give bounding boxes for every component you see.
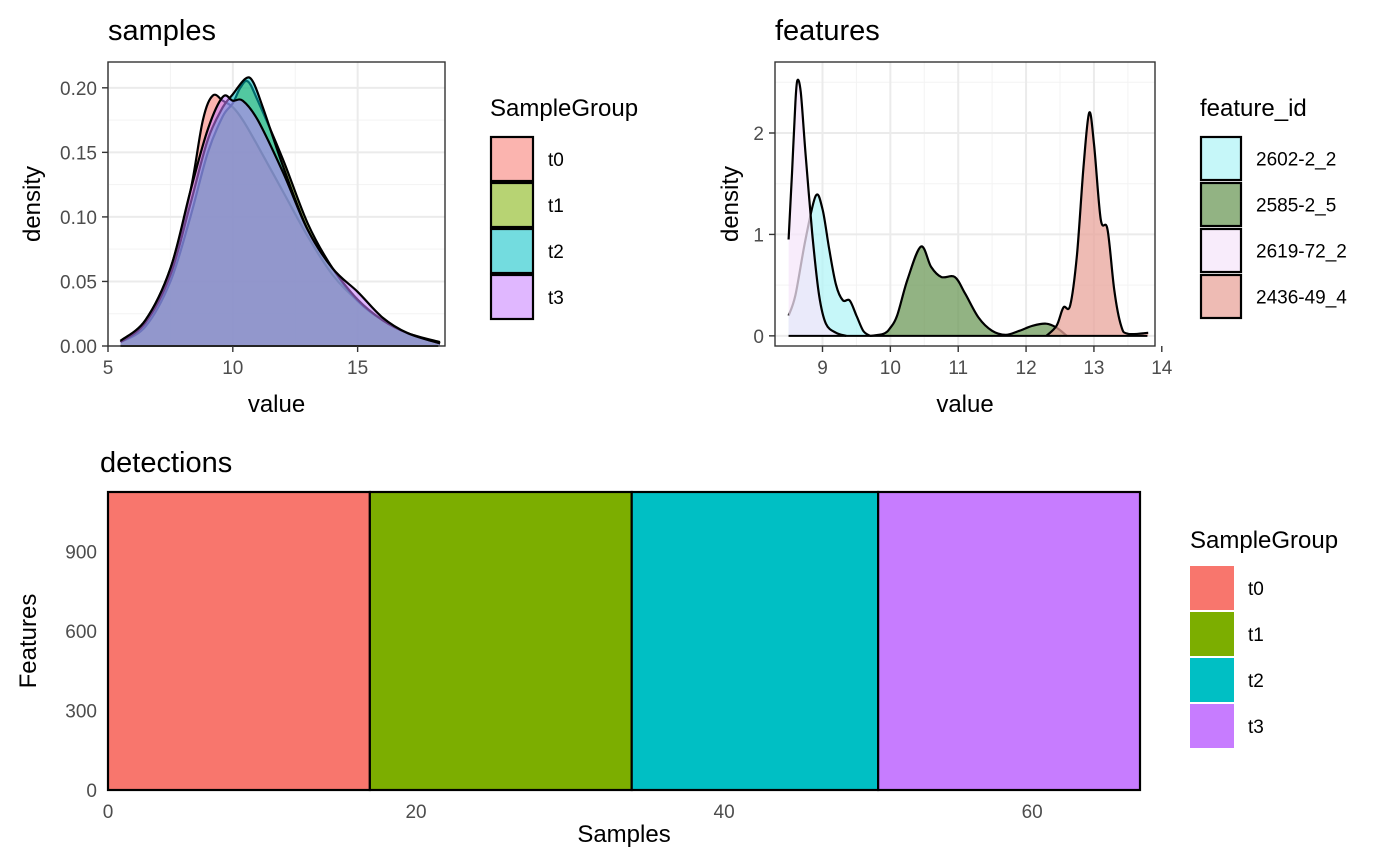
samples-panel: 5 10 15 0.00 0.05 0.10 0.15 0.20 samples value den… xyxy=(19,15,638,418)
legend-label-2619-72_2: 2619-72_2 xyxy=(1256,242,1347,263)
legend-label-t2: t2 xyxy=(1248,671,1264,692)
x-tick-label: 14 xyxy=(1151,358,1173,379)
y-tick-label: 300 xyxy=(65,702,97,723)
chart-title: samples xyxy=(108,15,216,47)
y-tick-label: 2 xyxy=(753,124,764,145)
legend-key-2619-72_2 xyxy=(1199,227,1243,274)
x-axis-title: value xyxy=(936,391,993,418)
data-marks xyxy=(787,78,1149,337)
legend-title: SampleGroup xyxy=(490,95,638,122)
x-tick-label: 13 xyxy=(1083,358,1104,379)
bar-t1 xyxy=(368,490,633,792)
legend-title: feature_id xyxy=(1200,95,1307,122)
x-tick-label: 11 xyxy=(948,358,968,379)
legend-key-t2 xyxy=(1190,658,1234,702)
y-tick-label: 0.20 xyxy=(60,79,97,100)
y-tick-label: 1 xyxy=(753,225,764,246)
x-tick-label: 15 xyxy=(347,358,368,379)
axes: 5 10 15 0.00 0.05 0.10 0.15 0.20 xyxy=(60,79,368,379)
legend-key-t0 xyxy=(489,135,535,183)
legend-key-t3 xyxy=(1190,704,1234,748)
bar-t2 xyxy=(630,490,880,792)
legend-label-t3: t3 xyxy=(1248,717,1264,738)
legend: SampleGroup t0 t1 t2 t3 xyxy=(489,95,638,321)
legend-label-t2: t2 xyxy=(548,242,564,263)
chart-title: detections xyxy=(100,447,232,479)
density-area-2619-72_2 xyxy=(788,79,847,336)
legend-key-t2 xyxy=(489,227,535,275)
density-line-2619-72_2 xyxy=(787,78,847,337)
legend-label-t3: t3 xyxy=(548,288,564,309)
y-tick-label: 0 xyxy=(86,781,97,802)
legend-label-t0: t0 xyxy=(1248,579,1264,600)
legend-label-t1: t1 xyxy=(1248,625,1264,646)
panel-border xyxy=(774,61,1156,347)
legend-key-t1 xyxy=(1190,612,1234,656)
y-tick-label: 0.00 xyxy=(60,337,97,358)
legend-title: SampleGroup xyxy=(1190,527,1338,554)
density-line-2436-49_4 xyxy=(1045,111,1149,337)
y-axis-title: density xyxy=(717,166,744,242)
data-marks xyxy=(106,490,1142,792)
bar-t0 xyxy=(106,490,371,792)
y-tick-label: 600 xyxy=(65,622,97,643)
legend-key-t3 xyxy=(489,273,535,321)
x-tick-label: 5 xyxy=(103,358,114,379)
legend-key-t1 xyxy=(489,181,535,229)
density-line-t3 xyxy=(119,94,441,345)
density-area-2436-49_4 xyxy=(1046,112,1149,336)
legend-key-2585-2_5 xyxy=(1199,181,1243,228)
y-axis-title: Features xyxy=(15,594,42,689)
x-tick-label: 40 xyxy=(714,802,735,823)
density-area-2585-2_5 xyxy=(870,246,1067,336)
bar-t3 xyxy=(877,490,1142,792)
features-panel: 9 10 11 12 13 14012featuresvaluedensityfeatur… xyxy=(717,15,1347,418)
chart-title: features xyxy=(775,15,880,47)
panel-border xyxy=(107,61,446,347)
y-tick-label: 900 xyxy=(65,543,97,564)
legend-label-t1: t1 xyxy=(548,196,564,217)
x-tick-label: 10 xyxy=(222,358,243,379)
x-tick-label: 20 xyxy=(405,802,426,823)
legend-key-2436-49_4 xyxy=(1199,273,1243,320)
x-tick-label: 10 xyxy=(880,358,901,379)
legend-key-2602-2_2 xyxy=(1199,135,1243,182)
density-line-2585-2_5 xyxy=(869,245,1068,337)
legend: SampleGroup t0 t1 t2 t3 xyxy=(1190,527,1338,748)
legend-label-2602-2_2: 2602-2_2 xyxy=(1256,150,1336,171)
y-tick-label: 0 xyxy=(753,327,764,348)
y-tick-label: 0.10 xyxy=(60,208,97,229)
x-tick-label: 12 xyxy=(1016,358,1037,379)
x-axis-title: Samples xyxy=(577,821,670,848)
legend-key-t0 xyxy=(1190,566,1234,610)
legend-label-2436-49_4: 2436-49_4 xyxy=(1256,288,1347,309)
legend-label-2585-2_5: 2585-2_5 xyxy=(1256,196,1336,217)
x-tick-label: 0 xyxy=(103,802,114,823)
y-tick-label: 0.15 xyxy=(60,143,97,164)
legend-label-t0: t0 xyxy=(548,150,564,171)
y-tick-label: 0.05 xyxy=(60,272,97,293)
y-axis-title: density xyxy=(19,166,46,242)
detections-panel: 0 20 40 600300600900detectionsSamplesFeatur… xyxy=(15,447,1338,848)
legend: feature_id 2602-2_2 2585-2_5 2619-72_2 2436-… xyxy=(1199,95,1347,320)
x-tick-label: 60 xyxy=(1022,802,1043,823)
x-tick-label: 9 xyxy=(817,358,828,379)
x-axis-title: value xyxy=(248,391,305,418)
